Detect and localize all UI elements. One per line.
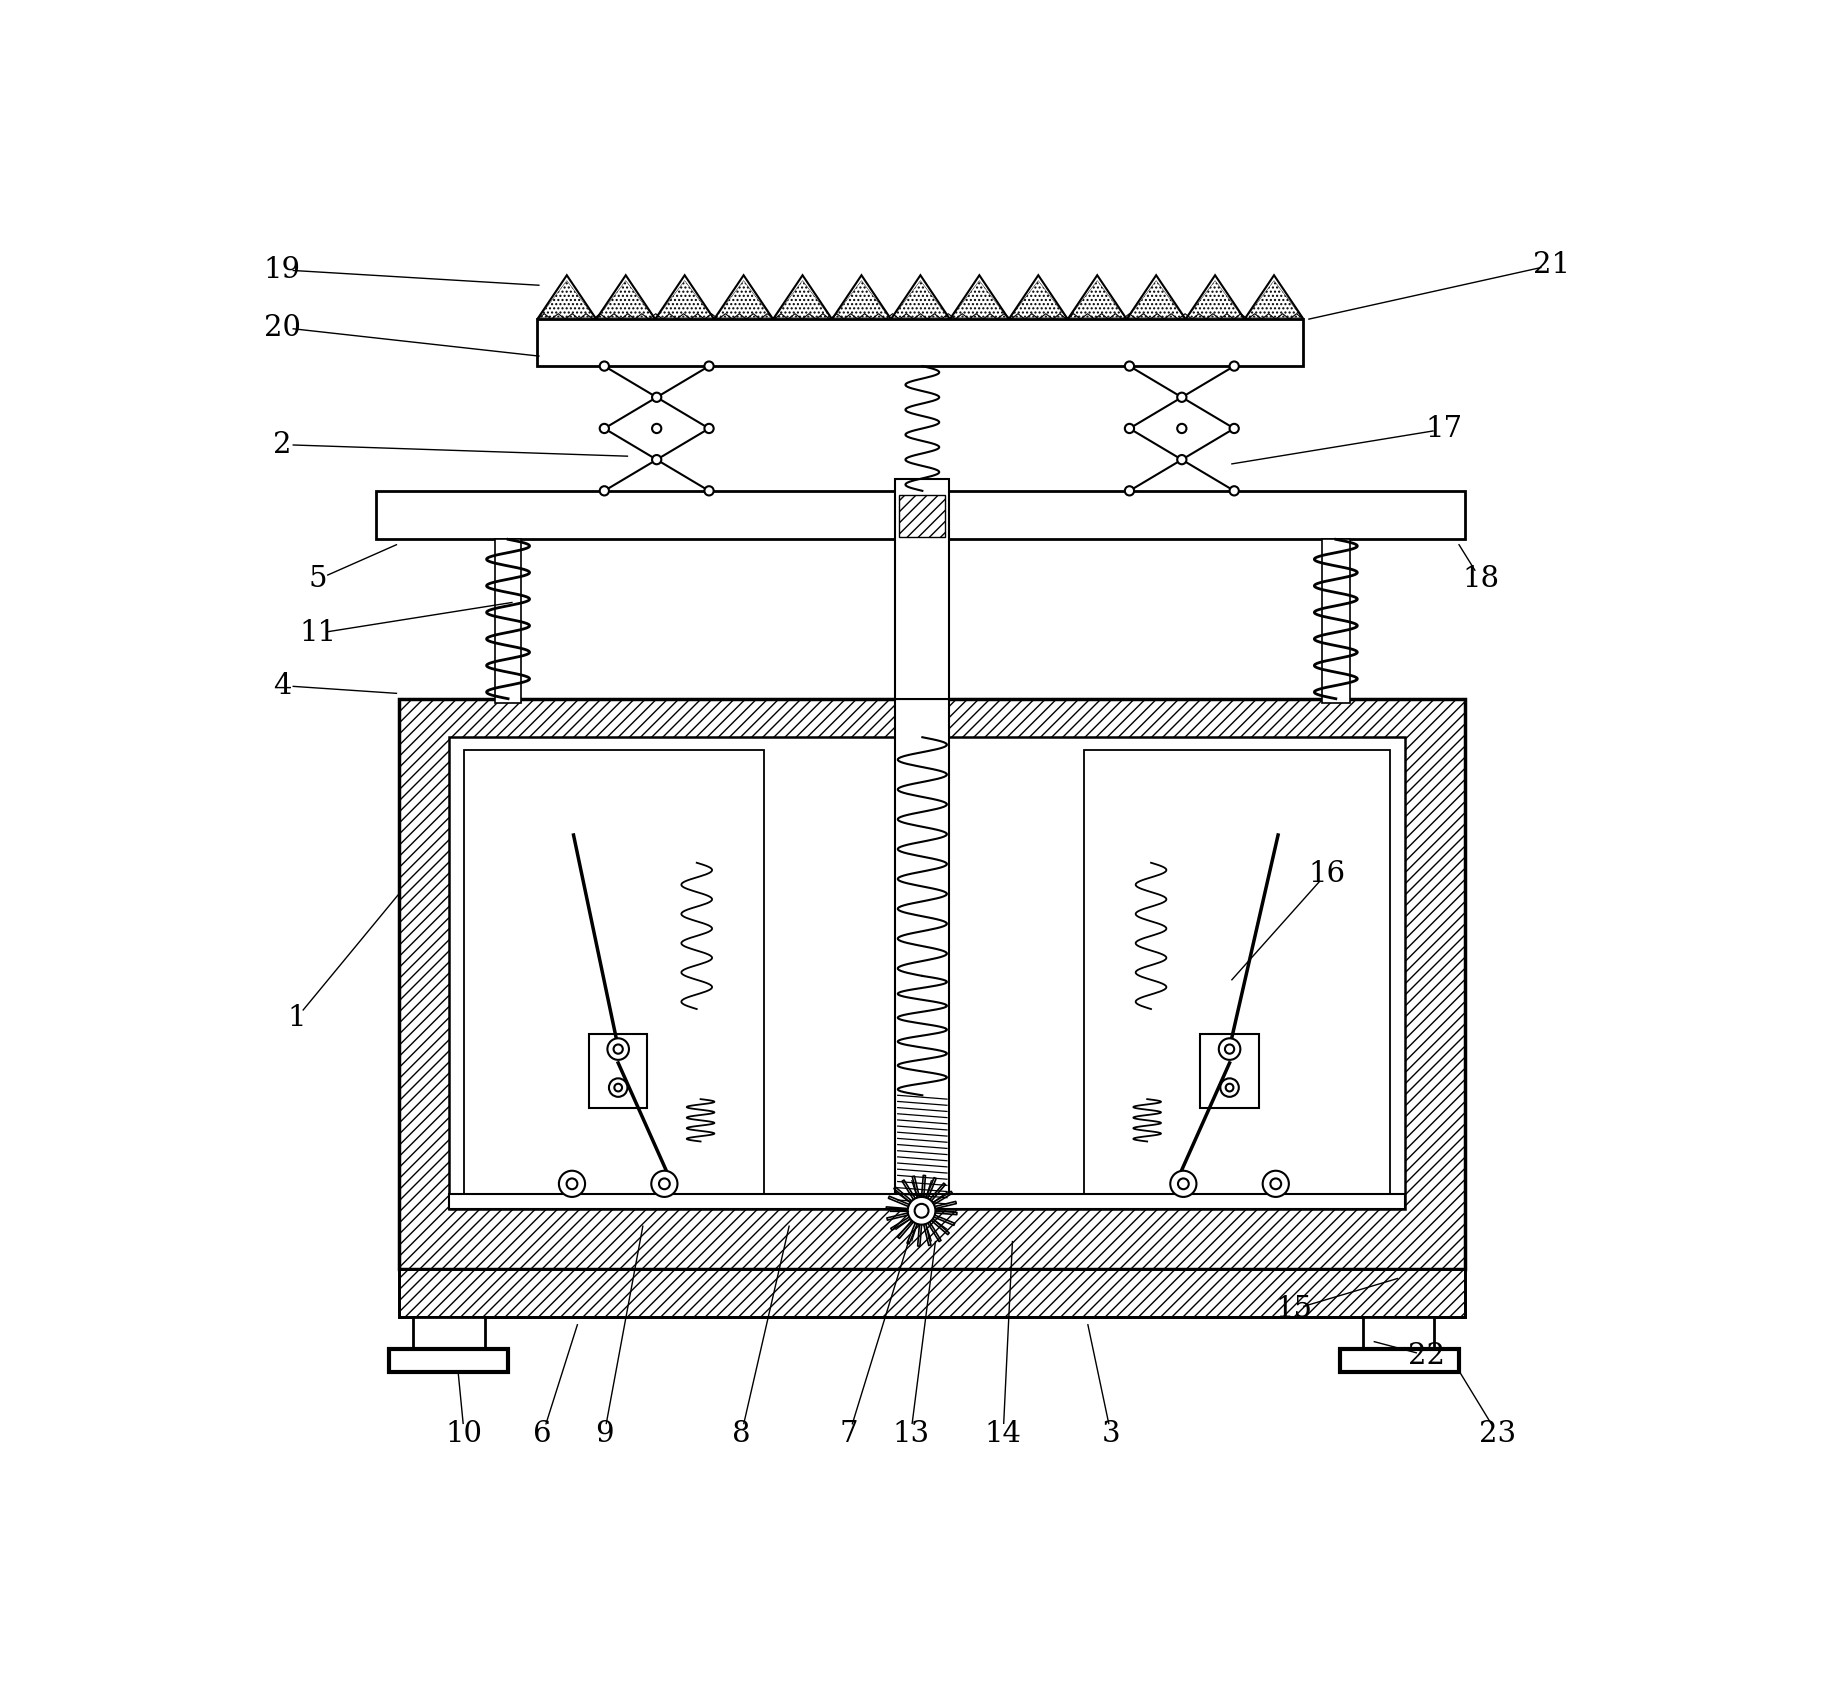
Circle shape: [613, 1044, 622, 1054]
Bar: [1200, 1034, 1259, 1108]
Bar: [589, 1034, 648, 1108]
Polygon shape: [596, 274, 655, 320]
Circle shape: [915, 1204, 928, 1218]
Circle shape: [1125, 362, 1134, 370]
Polygon shape: [1009, 274, 1068, 320]
Circle shape: [1178, 1179, 1189, 1189]
Circle shape: [1176, 392, 1186, 402]
Bar: [399, 1268, 1465, 1317]
Circle shape: [705, 362, 714, 370]
Polygon shape: [538, 274, 596, 320]
Circle shape: [659, 1179, 670, 1189]
Bar: [895, 480, 950, 699]
Polygon shape: [655, 274, 714, 320]
Text: 22: 22: [1408, 1342, 1445, 1369]
Circle shape: [560, 1170, 585, 1197]
Text: 10: 10: [446, 1420, 482, 1448]
Bar: [464, 751, 764, 1194]
Text: 11: 11: [300, 620, 337, 647]
Circle shape: [1230, 362, 1239, 370]
Bar: [895, 699, 950, 1209]
Text: 4: 4: [272, 672, 291, 699]
Bar: [1362, 1317, 1434, 1349]
Text: 2: 2: [272, 431, 291, 458]
Polygon shape: [1186, 274, 1245, 320]
Text: 23: 23: [1478, 1420, 1517, 1448]
Polygon shape: [1245, 274, 1303, 320]
Circle shape: [1224, 1044, 1233, 1054]
Circle shape: [600, 424, 609, 433]
Polygon shape: [1068, 274, 1127, 320]
Bar: [449, 1194, 1405, 1209]
Text: 9: 9: [595, 1420, 613, 1448]
Bar: [1322, 539, 1349, 702]
Text: 7: 7: [839, 1420, 858, 1448]
Circle shape: [652, 424, 661, 433]
Circle shape: [1226, 1084, 1233, 1091]
Circle shape: [652, 1170, 677, 1197]
Text: 19: 19: [263, 256, 302, 285]
Polygon shape: [950, 274, 1009, 320]
Circle shape: [652, 455, 661, 465]
Circle shape: [1270, 1179, 1281, 1189]
Text: 3: 3: [1101, 1420, 1121, 1448]
Bar: [414, 1317, 484, 1349]
Text: 5: 5: [309, 566, 328, 593]
Text: 1: 1: [287, 1004, 306, 1032]
Circle shape: [1230, 424, 1239, 433]
Text: 18: 18: [1462, 566, 1499, 593]
Circle shape: [600, 487, 609, 495]
Text: 16: 16: [1307, 859, 1346, 887]
Circle shape: [615, 1084, 622, 1091]
Text: 21: 21: [1534, 251, 1570, 280]
Text: 8: 8: [733, 1420, 751, 1448]
Circle shape: [1125, 424, 1134, 433]
Bar: [376, 490, 1465, 539]
Text: 6: 6: [534, 1420, 552, 1448]
Circle shape: [1176, 455, 1186, 465]
Text: 20: 20: [263, 313, 300, 342]
Circle shape: [1176, 424, 1186, 433]
Bar: [399, 1268, 1465, 1317]
Polygon shape: [891, 274, 950, 320]
Bar: [388, 1349, 508, 1372]
Circle shape: [652, 392, 661, 402]
Circle shape: [1125, 487, 1134, 495]
Circle shape: [608, 1039, 630, 1059]
Text: 14: 14: [985, 1420, 1022, 1448]
Circle shape: [908, 1197, 935, 1224]
Circle shape: [1263, 1170, 1289, 1197]
Circle shape: [600, 362, 609, 370]
Circle shape: [1219, 1039, 1241, 1059]
Text: 17: 17: [1425, 416, 1462, 443]
Bar: [1340, 1349, 1460, 1372]
Polygon shape: [773, 274, 832, 320]
Circle shape: [609, 1078, 628, 1096]
Circle shape: [567, 1179, 578, 1189]
Circle shape: [1230, 487, 1239, 495]
Polygon shape: [832, 274, 891, 320]
Bar: [538, 320, 1303, 365]
Bar: [399, 699, 1465, 1268]
Circle shape: [1171, 1170, 1197, 1197]
Circle shape: [705, 487, 714, 495]
Text: 15: 15: [1276, 1295, 1313, 1324]
Text: 13: 13: [893, 1420, 930, 1448]
Bar: [1084, 751, 1390, 1194]
Circle shape: [1221, 1078, 1239, 1096]
Bar: [449, 738, 1405, 1209]
Polygon shape: [1127, 274, 1186, 320]
Polygon shape: [714, 274, 773, 320]
Bar: [898, 495, 946, 537]
Circle shape: [705, 424, 714, 433]
Bar: [495, 539, 521, 702]
